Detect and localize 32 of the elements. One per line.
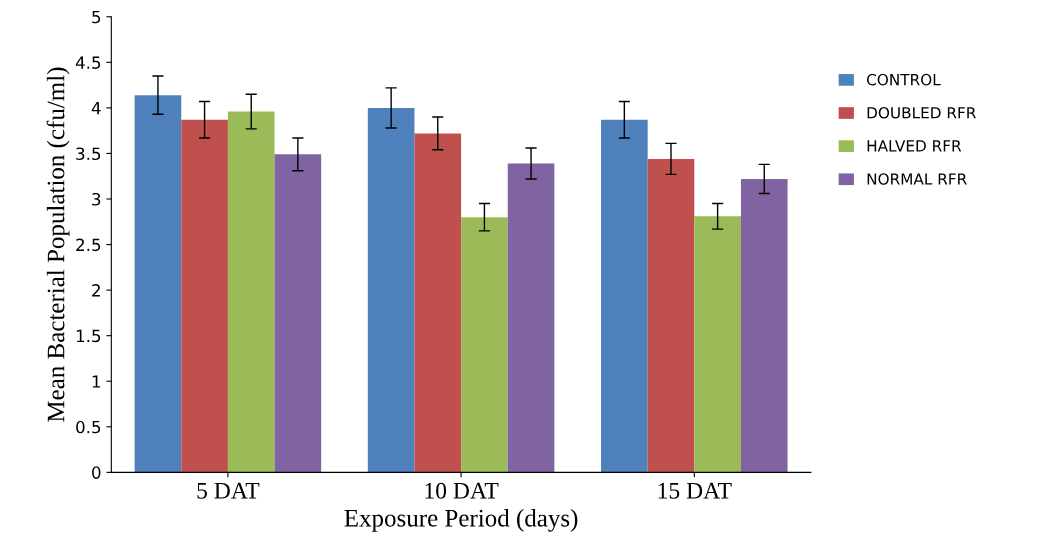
bar bbox=[461, 217, 508, 473]
legend-label: HALVED RFR bbox=[867, 140, 962, 152]
y-tick-label: 0.5 bbox=[76, 420, 101, 434]
x-axis-title: Exposure Period (days) bbox=[344, 509, 578, 532]
bar bbox=[507, 163, 555, 473]
bar bbox=[414, 133, 462, 473]
y-axis-title: Mean Bacterial Population (cfu/ml) bbox=[46, 67, 70, 422]
y-tick-label: 0 bbox=[92, 466, 101, 479]
bar bbox=[227, 111, 275, 473]
x-tick-label: 5 DAT bbox=[197, 482, 260, 499]
x-tick-label: 15 DAT bbox=[658, 482, 732, 499]
y-tick-label: 4.5 bbox=[75, 56, 101, 69]
bar bbox=[647, 158, 695, 473]
bar bbox=[694, 216, 741, 473]
y-tick-label: 5 bbox=[92, 10, 101, 24]
y-tick-label: 4 bbox=[91, 102, 101, 115]
legend-label: CONTROL bbox=[867, 73, 941, 86]
bar bbox=[601, 119, 648, 473]
y-tick-label: 1.5 bbox=[76, 329, 101, 343]
bar bbox=[134, 95, 182, 473]
bar bbox=[740, 178, 788, 473]
y-tick-label: 1 bbox=[92, 375, 101, 388]
y-tick-label: 2 bbox=[92, 284, 100, 297]
bar bbox=[274, 154, 322, 473]
bar bbox=[367, 107, 415, 473]
bar bbox=[181, 119, 228, 473]
x-tick-label: 10 DAT bbox=[425, 482, 499, 499]
y-tick-label: 2.5 bbox=[76, 238, 101, 252]
y-tick-label: 3.5 bbox=[76, 147, 101, 161]
legend-label: NORMAL RFR bbox=[867, 173, 967, 185]
y-tick-label: 3 bbox=[92, 192, 101, 206]
legend-label: DOUBLED RFR bbox=[867, 106, 976, 119]
